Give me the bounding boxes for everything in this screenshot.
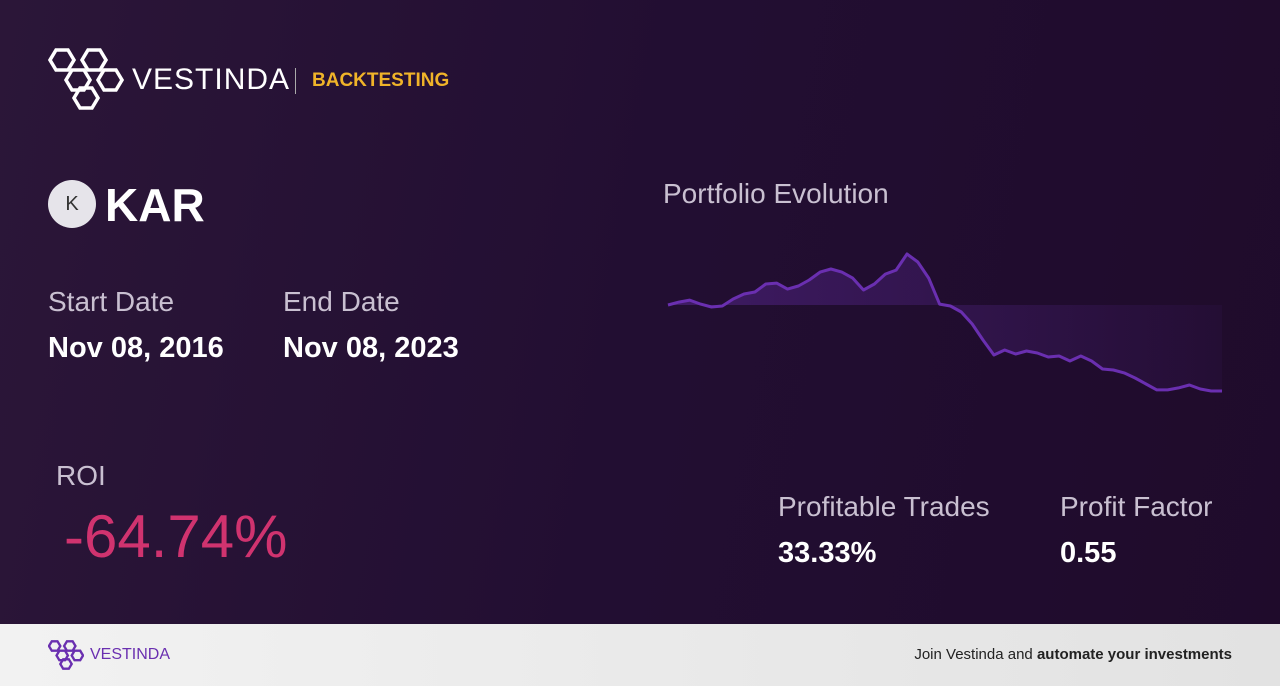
footer-cta: Join Vestinda and automate your investme…	[914, 646, 1232, 663]
area	[668, 254, 1222, 391]
factor-label: Profit Factor	[1060, 491, 1213, 522]
section: BACKTESTING	[312, 70, 450, 91]
start-date: Nov 08, 2016	[48, 332, 224, 364]
roi-label: ROI	[56, 460, 106, 491]
cta-bold: automate your investments	[1036, 646, 1232, 663]
end-date: Nov 08, 2023	[283, 332, 459, 364]
footer: VESTINDA Join Vestinda and automate your…	[0, 624, 1280, 686]
line	[667, 252, 1222, 393]
footer-brand: VESTINDA	[90, 646, 171, 663]
brand: VESTINDA	[132, 63, 291, 96]
start-label: Start Date	[48, 286, 175, 317]
chart-title: Portfolio Evolution	[663, 178, 889, 209]
divider	[295, 68, 296, 94]
factor: 0.55	[1060, 537, 1117, 569]
ticker-icon: K	[48, 180, 96, 228]
cta-prefix: Join Vestinda and	[914, 646, 1033, 663]
ticker: KAR	[105, 179, 205, 231]
footer-logo	[48, 640, 84, 670]
end-label: End Date	[283, 286, 400, 317]
trades: 33.33%	[778, 537, 877, 569]
chart	[667, 252, 1222, 393]
trades-label: Profitable Trades	[778, 491, 990, 522]
roi: -64.74%	[64, 503, 288, 570]
logo	[48, 48, 124, 110]
